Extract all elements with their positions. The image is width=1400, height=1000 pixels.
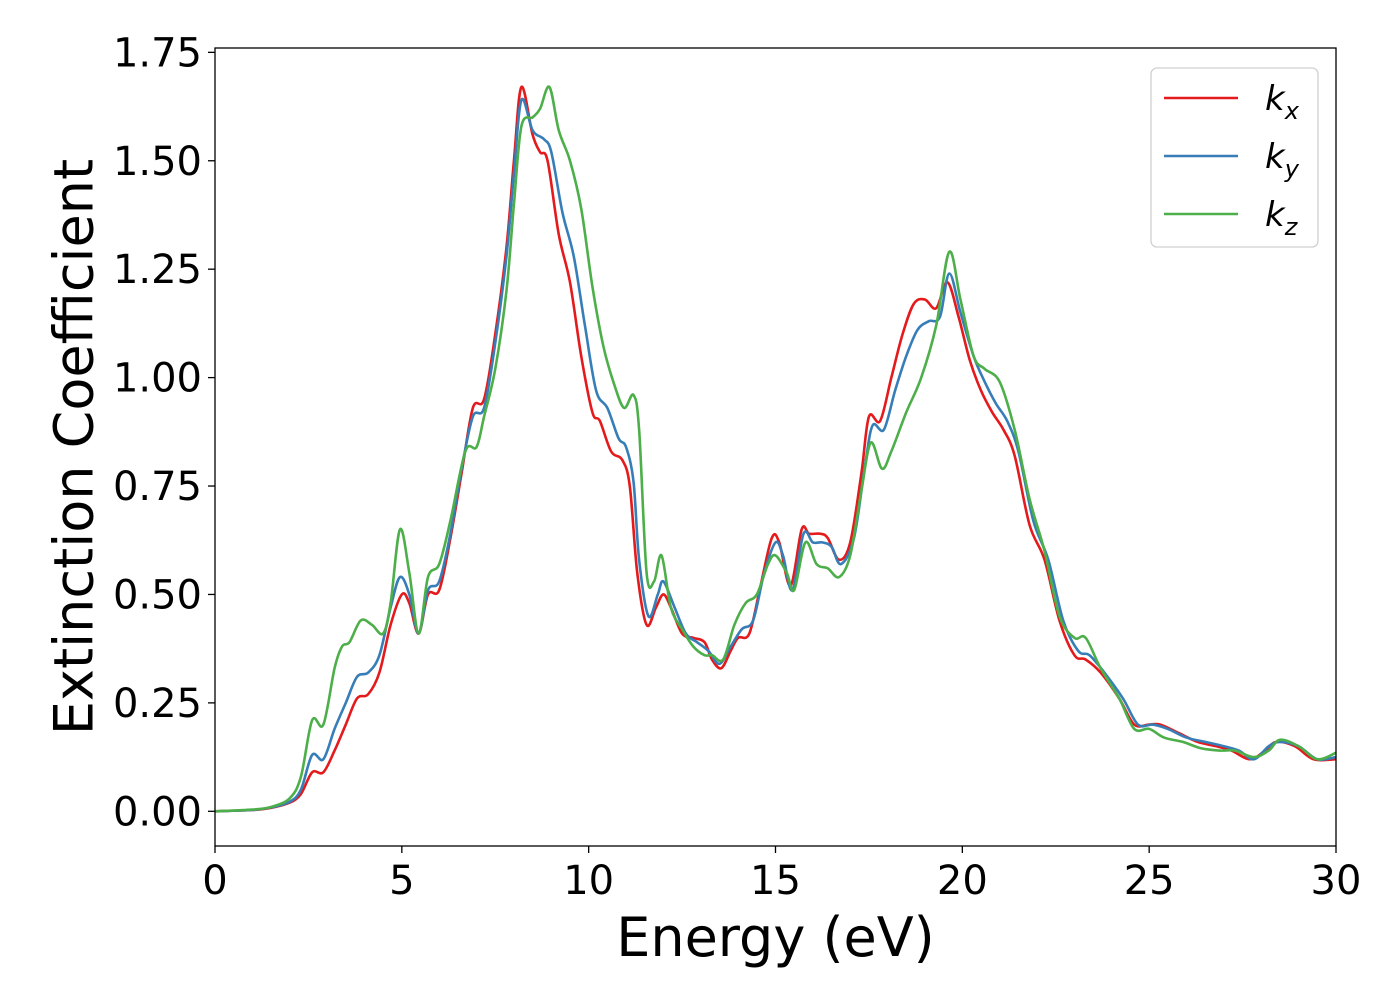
x-axis-label: Energy (eV) bbox=[616, 906, 935, 969]
x-tick-label: 15 bbox=[750, 858, 801, 904]
plot-lines bbox=[215, 85, 1336, 813]
legend-box bbox=[1150, 67, 1319, 248]
series-line-k-z bbox=[215, 85, 1336, 813]
x-tick-label: 25 bbox=[1124, 858, 1175, 904]
legend-label-k-x: kx bbox=[1265, 79, 1300, 125]
y-tick-label: 0.75 bbox=[113, 464, 202, 510]
y-tick-label: 1.25 bbox=[113, 247, 202, 293]
x-tick-label: 5 bbox=[389, 858, 414, 904]
y-tick-label: 0.50 bbox=[113, 572, 202, 618]
x-tick-label: 30 bbox=[1311, 858, 1362, 904]
y-tick-label: 1.50 bbox=[113, 139, 202, 185]
y-tick-label: 0.00 bbox=[113, 789, 202, 835]
y-tick-label: 1.00 bbox=[113, 356, 202, 402]
x-tick-label: 20 bbox=[937, 858, 988, 904]
x-tick-label: 10 bbox=[563, 858, 614, 904]
legend-label-k-z: kz bbox=[1265, 195, 1299, 241]
x-tick-label: 0 bbox=[202, 858, 227, 904]
legend: kx ky kz bbox=[1150, 67, 1319, 248]
y-tick-label: 0.25 bbox=[113, 681, 202, 727]
x-axis: 0 5 10 15 20 25 30 bbox=[202, 846, 1361, 904]
y-axis: 0.00 0.25 0.50 0.75 1.00 1.25 1.50 1.75 bbox=[113, 30, 215, 835]
y-tick-label: 1.75 bbox=[113, 30, 202, 76]
y-axis-label: Extinction Coefficient bbox=[43, 159, 106, 735]
legend-label-k-y: ky bbox=[1265, 137, 1300, 183]
